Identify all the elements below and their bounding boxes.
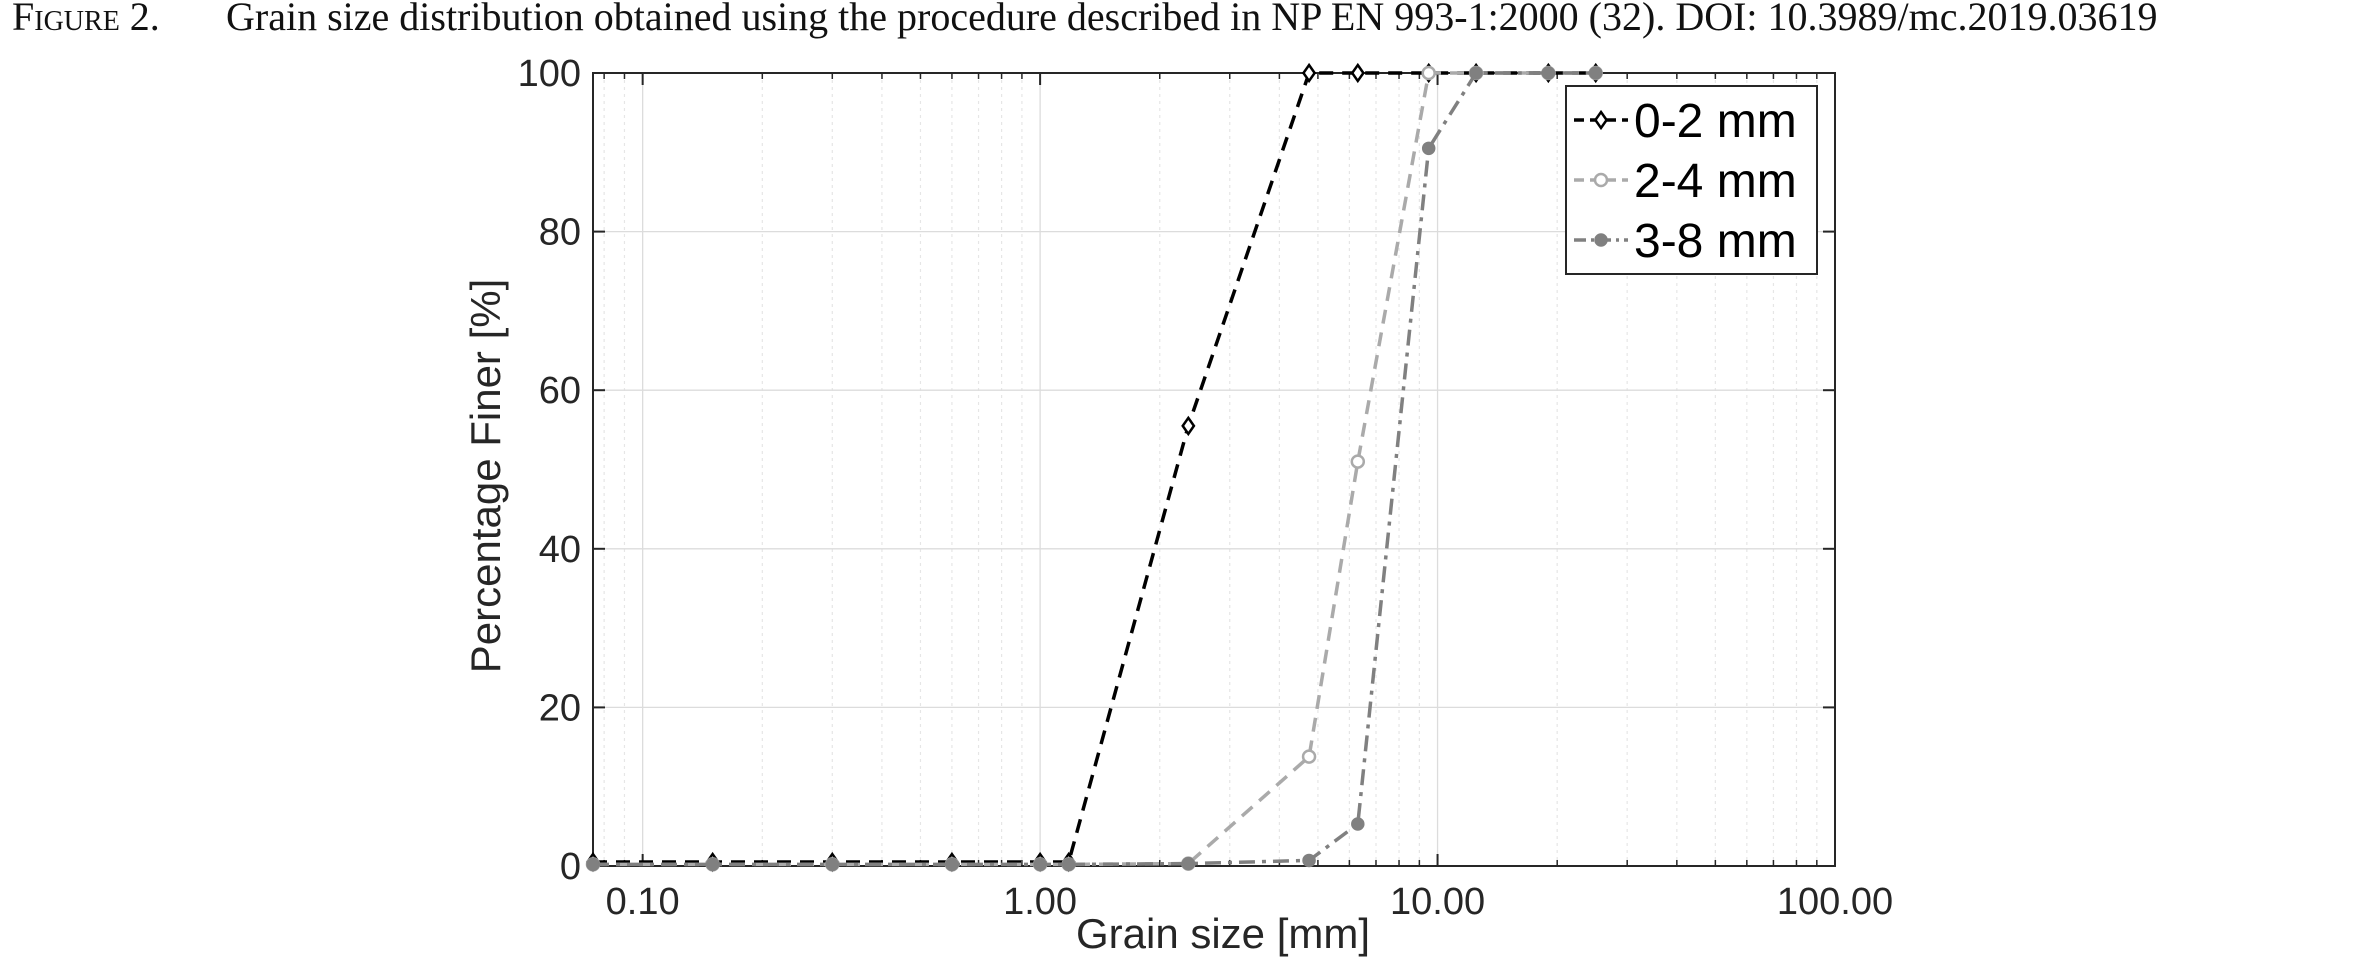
data-point-3-8-mm <box>1421 141 1436 156</box>
y-tick-label: 40 <box>539 529 581 571</box>
series-2-4-mm <box>585 65 1603 872</box>
y-tick-label: 0 <box>560 846 581 888</box>
series-line-3-8-mm <box>593 71 1596 867</box>
data-point-3-8-mm <box>586 857 600 872</box>
legend-label-3-8-mm: 3-8 mm <box>1634 215 1797 268</box>
data-point-3-8-mm <box>1541 66 1556 80</box>
data-point-0-2-mm <box>1181 415 1196 437</box>
data-point-3-8-mm <box>1351 817 1365 831</box>
y-tick-label: 60 <box>539 370 581 412</box>
minor-grid <box>603 73 1818 866</box>
data-point-2-4-mm <box>1301 749 1317 764</box>
figure-caption-text: Grain size distribution obtained using t… <box>226 0 2158 39</box>
legend-label-2-4-mm: 2-4 mm <box>1634 155 1797 208</box>
data-point-3-8-mm <box>1469 66 1483 80</box>
y-axis-label: Percentage Finer [%] <box>462 279 509 674</box>
data-point-0-2-mm <box>1350 62 1365 84</box>
plot-frame <box>592 72 1836 867</box>
data-point-3-8-mm <box>1061 857 1076 872</box>
legend: 0-2 mm 2-4 mm 3-8 mm <box>1565 85 1818 275</box>
data-point-2-4-mm <box>1421 65 1436 81</box>
data-point-3-8-mm <box>1181 856 1196 871</box>
data-point-3-8-mm <box>1033 857 1047 872</box>
data-point-2-4-mm <box>1350 454 1366 469</box>
series-line-0-2-mm <box>593 71 1596 864</box>
x-tick-label: 0.10 <box>606 881 680 923</box>
y-tick-label: 80 <box>539 212 581 254</box>
y-tick-label: 100 <box>518 53 581 95</box>
series-layer <box>585 62 1603 873</box>
legend-marker-0-2-mm <box>1593 109 1609 131</box>
data-point-3-8-mm <box>945 857 959 872</box>
legend-marker-2-4-mm <box>1593 172 1609 188</box>
series-line-2-4-mm <box>593 71 1596 867</box>
data-point-3-8-mm <box>705 857 720 872</box>
series-3-8-mm <box>586 66 1603 872</box>
axes: 0.10 1.00 10.00 100.00 0 20 40 60 80 100 <box>518 53 1894 923</box>
y-tick-label: 20 <box>539 687 581 729</box>
x-tick-label: 1.00 <box>1003 881 1077 923</box>
figure-caption-label: Figure 2. <box>12 0 160 39</box>
data-point-3-8-mm <box>825 857 840 872</box>
x-tick-label: 100.00 <box>1777 881 1893 923</box>
data-point-3-8-mm <box>1588 66 1603 80</box>
x-tick-label: 10.00 <box>1390 881 1485 923</box>
data-point-0-2-mm <box>1301 62 1317 84</box>
legend-marker-3-8-mm <box>1594 233 1608 247</box>
legend-label-0-2-mm: 0-2 mm <box>1634 95 1797 148</box>
series-0-2-mm <box>585 62 1603 873</box>
x-axis-label: Grain size [mm] <box>1076 910 1370 957</box>
data-point-3-8-mm <box>1302 853 1316 868</box>
